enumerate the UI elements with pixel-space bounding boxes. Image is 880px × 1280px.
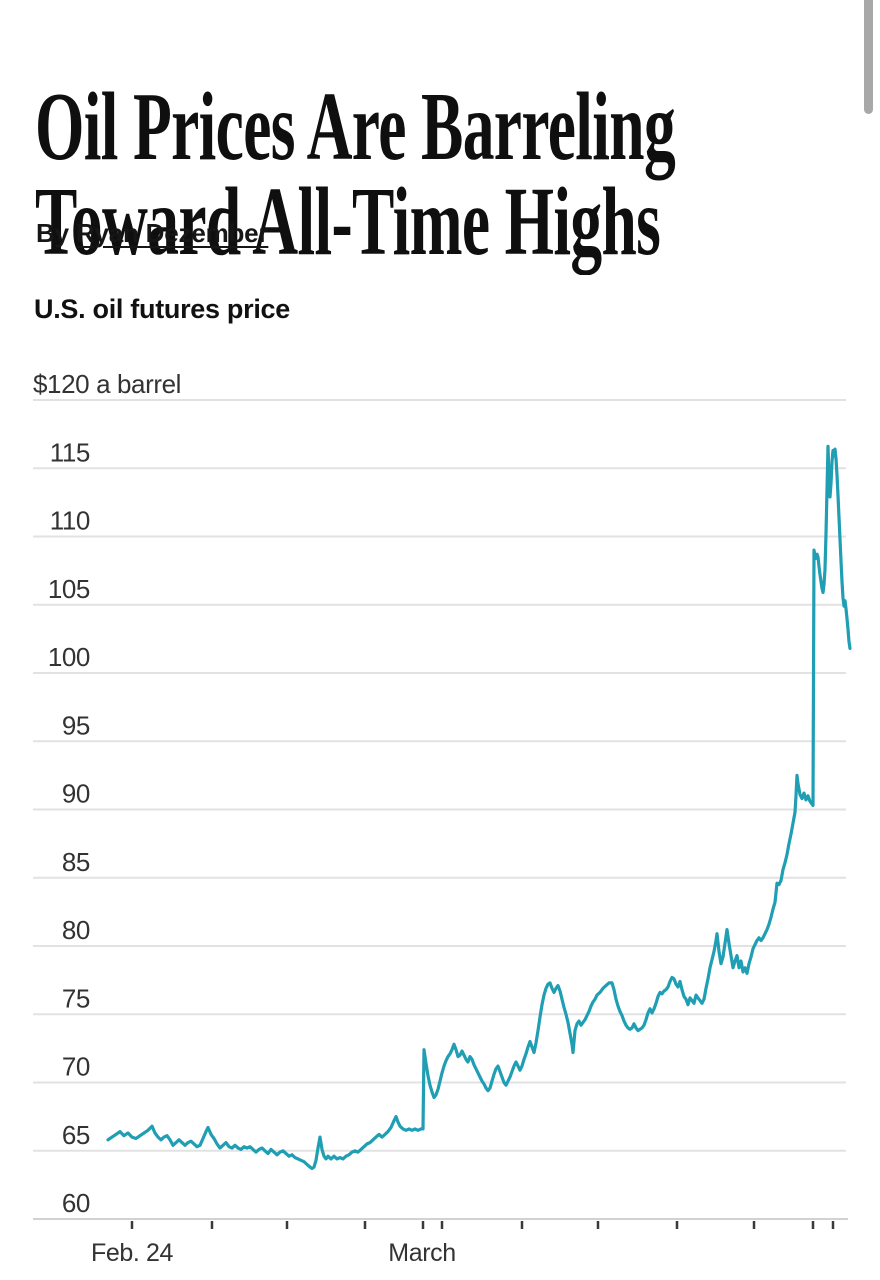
y-axis-label: 85: [62, 847, 90, 877]
byline-author-link[interactable]: Ryan Dezember: [75, 218, 269, 248]
byline: By Ryan Dezember: [36, 218, 269, 249]
y-axis-label: 105: [48, 574, 90, 604]
y-axis-label: 75: [62, 983, 90, 1013]
chart-title: U.S. oil futures price: [34, 294, 290, 324]
x-axis-label: March: [388, 1239, 455, 1267]
y-axis-top-label: $120 a barrel: [33, 369, 181, 399]
y-axis-label: 80: [62, 915, 90, 945]
y-axis-label: 60: [62, 1188, 90, 1218]
y-axis-label: 115: [50, 437, 90, 467]
y-axis-label: 70: [62, 1052, 90, 1082]
x-axis-label: Feb. 24: [91, 1239, 173, 1267]
y-axis-label: 110: [50, 506, 90, 536]
headline-line1: Oil Prices Are Barreling: [35, 72, 676, 180]
y-axis-label: 90: [62, 779, 90, 809]
y-axis-label: 95: [62, 710, 90, 740]
byline-prefix: By: [36, 218, 76, 248]
headline-line2: Toward All-Time Highs: [35, 167, 661, 275]
price-line: [106, 444, 852, 1171]
scrollbar-thumb[interactable]: [864, 0, 873, 114]
article-headline: Oil Prices Are Barreling Toward All-Time…: [35, 78, 676, 270]
y-axis-label: 65: [62, 1120, 90, 1150]
y-axis-label: 100: [48, 642, 90, 672]
